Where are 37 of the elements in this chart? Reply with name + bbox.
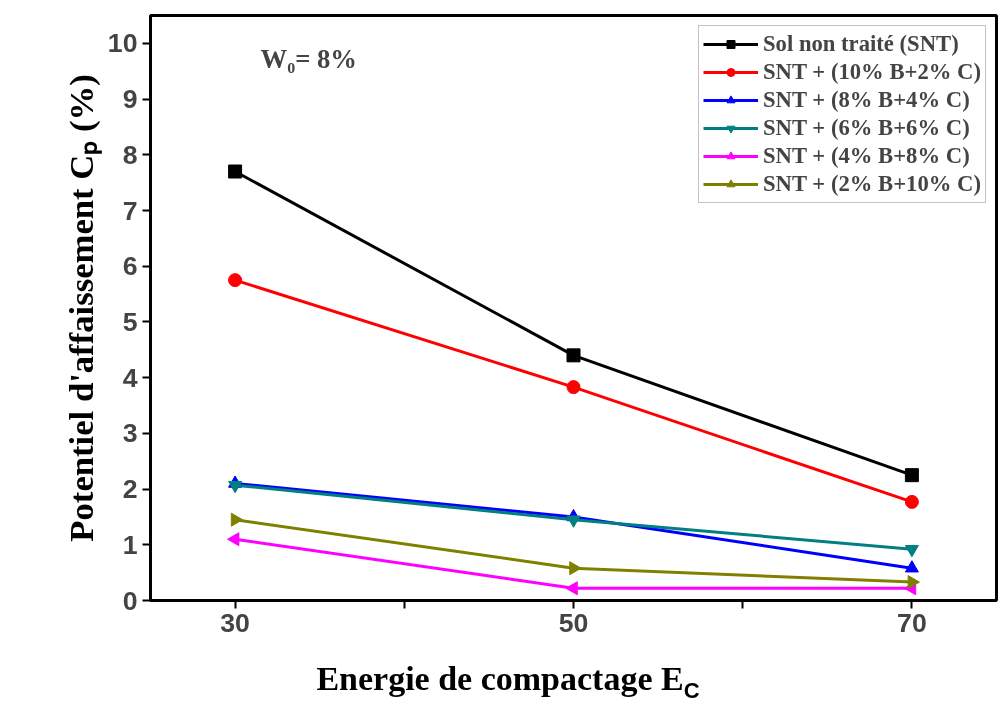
x-tick-label: 30 xyxy=(220,607,250,638)
point xyxy=(904,468,919,483)
x-tick-label: 50 xyxy=(558,607,589,638)
legend-label: Sol non traité (SNT) xyxy=(763,30,959,58)
point xyxy=(907,575,920,590)
y-tick-label: 5 xyxy=(122,306,138,337)
y-tick-label: 2 xyxy=(122,474,138,505)
legend-label: SNT + (2% B+10% C) xyxy=(763,170,981,198)
y-tick-label: 7 xyxy=(122,195,138,226)
point xyxy=(904,544,919,558)
y-tick-label: 4 xyxy=(122,362,138,393)
point xyxy=(227,532,240,547)
x-tick-label: 70 xyxy=(897,607,927,638)
y-tick-label: 10 xyxy=(107,28,138,59)
x-axis-title: Energie de compactage E$_{C}$ xyxy=(316,659,700,705)
y-tick-label: 1 xyxy=(122,529,138,560)
point xyxy=(566,348,581,363)
point xyxy=(904,494,919,509)
y-tick-label: 3 xyxy=(122,418,138,449)
point xyxy=(569,561,582,576)
y-tick-label: 6 xyxy=(122,251,138,282)
y-tick-label: 9 xyxy=(122,84,138,115)
y-axis-title: Potentiel d'affaissement Cₚ (%) xyxy=(61,74,102,542)
point xyxy=(228,164,243,179)
y-tick-label: 8 xyxy=(122,139,138,170)
y-tick-label: 0 xyxy=(122,585,138,616)
legend-label: SNT + (4% B+8% C) xyxy=(763,142,970,170)
legend-label: SNT + (6% B+6% C) xyxy=(763,114,970,142)
legend-label: SNT + (8% B+4% C) xyxy=(763,86,970,114)
point xyxy=(566,515,581,528)
point xyxy=(228,480,243,494)
point xyxy=(230,512,244,527)
legend-label: SNT + (10% B+2% C) xyxy=(763,58,981,86)
point xyxy=(566,380,581,395)
point xyxy=(565,581,578,596)
annotation: W₀= 8% xyxy=(260,44,357,74)
point xyxy=(228,273,243,288)
